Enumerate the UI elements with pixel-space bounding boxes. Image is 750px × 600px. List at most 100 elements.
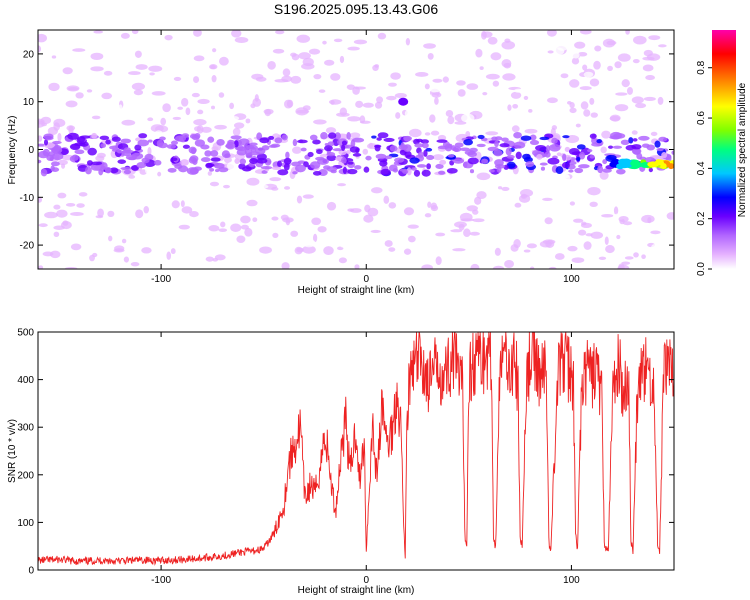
spectrogram-cell bbox=[160, 117, 167, 126]
spectrogram-cell bbox=[426, 163, 431, 170]
spectrogram-cell bbox=[135, 64, 148, 70]
spectrogram-cell bbox=[671, 150, 674, 155]
spectrogram-cell bbox=[411, 167, 417, 171]
spectrogram-cell bbox=[388, 202, 397, 209]
spectrogram-cell bbox=[633, 252, 639, 258]
spectrogram-cell bbox=[520, 193, 528, 199]
spectrogram-cell bbox=[290, 52, 297, 57]
spectrogram-cell bbox=[282, 68, 291, 77]
spectrogram-cell bbox=[92, 238, 103, 245]
spectrogram-cell bbox=[580, 212, 594, 222]
spectrogram-cell bbox=[68, 125, 74, 135]
spectrogram-cell bbox=[280, 121, 290, 129]
spectrogram-cell bbox=[259, 246, 272, 254]
spectrogram-cell bbox=[256, 157, 268, 164]
spectrogram-cell bbox=[277, 160, 282, 168]
colorbar-gradient bbox=[712, 30, 736, 269]
spectrogram-cell bbox=[354, 165, 362, 170]
spectrogram-cell bbox=[650, 131, 658, 137]
spectrogram-cell bbox=[107, 210, 115, 218]
spectrogram-cell bbox=[123, 169, 132, 175]
spectrogram-cell bbox=[477, 225, 489, 229]
spectrogram-cell bbox=[580, 30, 592, 35]
spectrogram-cell bbox=[340, 157, 347, 164]
spectrogram-cell bbox=[359, 115, 366, 124]
spectrogram-cell bbox=[476, 191, 487, 200]
spectrogram-cell bbox=[544, 217, 553, 225]
spectrogram-cell bbox=[526, 243, 537, 249]
spectrogram-cell bbox=[579, 86, 592, 91]
spectrogram-cell bbox=[454, 121, 467, 125]
spectrogram-cell bbox=[121, 119, 136, 126]
spectrogram-cell bbox=[470, 263, 480, 269]
spectrogram-cell bbox=[326, 154, 337, 162]
spectrogram-cell bbox=[53, 145, 62, 152]
spectrogram-cell bbox=[616, 234, 621, 240]
spectrogram-xtick-label: -100 bbox=[151, 274, 171, 285]
spectrogram-cell bbox=[454, 142, 464, 148]
spectrogram-cell bbox=[344, 240, 351, 245]
spectrogram-cell bbox=[600, 146, 607, 154]
snr-ytick-label: 500 bbox=[17, 328, 34, 339]
spectrogram-cell bbox=[589, 78, 600, 87]
spectrogram-cell bbox=[658, 44, 667, 48]
spectrogram-cell bbox=[259, 137, 270, 144]
spectrogram-cell bbox=[194, 139, 206, 147]
spectrogram-cell bbox=[602, 159, 608, 165]
spectrogram-cell bbox=[523, 39, 530, 43]
spectrogram-cell bbox=[223, 184, 230, 189]
spectrogram-cell bbox=[607, 84, 620, 94]
spectrogram-cell bbox=[607, 65, 613, 71]
spectrogram-cell bbox=[121, 238, 127, 244]
spectrogram-cell bbox=[579, 151, 586, 160]
spectrogram-cell bbox=[567, 245, 578, 252]
spectrogram-cell bbox=[131, 152, 144, 160]
spectrogram-cell bbox=[50, 165, 55, 172]
spectrogram-cell bbox=[430, 130, 440, 136]
spectrogram-cell bbox=[501, 40, 516, 50]
spectrogram-cell bbox=[246, 199, 258, 207]
spectrogram-cell bbox=[568, 148, 580, 156]
spectrogram-cell bbox=[90, 161, 103, 166]
spectrogram-cell bbox=[147, 139, 153, 143]
spectrogram-cell bbox=[346, 132, 351, 140]
spectrogram-cell bbox=[639, 156, 647, 161]
spectrogram-cell bbox=[427, 52, 434, 60]
spectrogram-cell bbox=[330, 169, 337, 174]
colorbar-label: Normalized spectral amplitude bbox=[737, 82, 748, 217]
spectrogram-peak-cell bbox=[609, 161, 618, 168]
spectrogram-cell bbox=[165, 130, 177, 138]
spectrogram-cell bbox=[79, 135, 91, 139]
spectrogram-cell bbox=[568, 169, 574, 173]
spectrogram-cell bbox=[540, 68, 548, 73]
spectrogram-cell bbox=[548, 266, 557, 269]
spectrogram-cell bbox=[281, 75, 293, 83]
spectrogram-cell bbox=[377, 132, 389, 139]
spectrogram-cell bbox=[487, 146, 499, 152]
spectrogram-cell bbox=[554, 253, 565, 260]
spectrogram-cell bbox=[244, 68, 258, 74]
spectrogram-cell bbox=[465, 131, 471, 138]
spectrogram-cell bbox=[487, 36, 498, 45]
spectrogram-cell bbox=[435, 256, 442, 266]
spectrogram-cell bbox=[585, 233, 593, 237]
spectrogram-cell bbox=[218, 228, 228, 232]
spectrogram-cell bbox=[340, 244, 350, 248]
spectrogram-cell bbox=[38, 45, 42, 53]
spectrogram-cell bbox=[100, 143, 107, 148]
spectrogram-cell bbox=[569, 102, 575, 109]
spectrogram-cell bbox=[539, 136, 550, 141]
spectrogram-cell bbox=[236, 146, 247, 151]
spectrogram-cell bbox=[347, 208, 355, 212]
spectrogram-cell bbox=[204, 150, 212, 157]
spectrogram-cell bbox=[135, 209, 144, 219]
spectrogram-cell bbox=[220, 245, 231, 252]
spectrogram-cell bbox=[485, 131, 499, 136]
spectrogram-cell bbox=[403, 135, 413, 141]
spectrogram-cell bbox=[166, 144, 177, 149]
spectrogram-cell bbox=[581, 208, 594, 214]
spectrogram-cell bbox=[641, 143, 650, 148]
spectrogram-cell bbox=[240, 215, 251, 224]
spectrogram-cell bbox=[582, 64, 588, 71]
spectrogram-cell bbox=[177, 106, 184, 110]
